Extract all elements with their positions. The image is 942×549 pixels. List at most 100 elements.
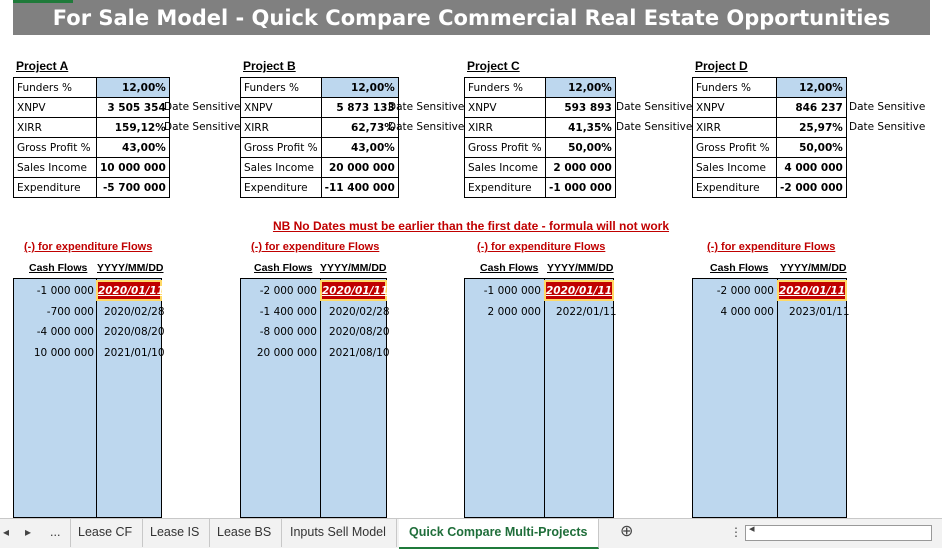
gross-profit-label[interactable]: Gross Profit % <box>692 137 777 158</box>
gross-profit-label[interactable]: Gross Profit % <box>240 137 322 158</box>
tab-lease-cf[interactable]: Lease CF <box>68 519 144 547</box>
date-cell[interactable]: 2020/02/28 <box>329 306 390 318</box>
tab-quick-compare[interactable]: Quick Compare Multi-Projects <box>399 519 599 549</box>
expenditure-value[interactable]: -5 700 000 <box>96 177 170 198</box>
cashflow-cell[interactable]: -2 000 000 <box>259 285 317 297</box>
expenditure-label[interactable]: Expenditure <box>692 177 777 198</box>
add-sheet-icon[interactable]: ⊕ <box>620 523 634 540</box>
expenditure-value[interactable]: -11 400 000 <box>320 177 399 198</box>
date-cell[interactable]: 2020/08/20 <box>104 326 165 338</box>
cashflow-cell[interactable]: -700 000 <box>46 306 94 318</box>
gross-profit-value[interactable]: 43,00% <box>96 137 170 158</box>
expenditure-value[interactable]: -2 000 000 <box>776 177 847 198</box>
funders-label[interactable]: Funders % <box>464 77 546 98</box>
xnpv-label[interactable]: XNPV <box>692 97 777 118</box>
horizontal-scrollbar[interactable]: ◂ <box>745 523 932 541</box>
funders-value[interactable]: 12,00% <box>320 77 399 98</box>
sales-income-label[interactable]: Sales Income <box>464 157 546 178</box>
cashflow-cell[interactable]: -4 000 000 <box>36 326 94 338</box>
xirr-value[interactable]: 25,97% <box>776 117 847 138</box>
funders-value[interactable]: 12,00% <box>776 77 847 98</box>
funders-label[interactable]: Funders % <box>692 77 777 98</box>
project-c-date-column[interactable] <box>544 278 614 518</box>
date-sensitive-note: Date Sensitive <box>388 121 465 133</box>
date-cell[interactable]: 2023/01/11 <box>789 306 850 318</box>
tab-more[interactable]: ... <box>40 519 72 547</box>
project-d-date-column[interactable] <box>777 278 847 518</box>
date-header: YYYY/MM/DD <box>320 262 387 274</box>
date-cell[interactable]: 2022/01/11 <box>556 306 617 318</box>
sales-income-value[interactable]: 4 000 000 <box>776 157 847 178</box>
cashflow-cell[interactable]: -1 000 000 <box>483 285 541 297</box>
gross-profit-label[interactable]: Gross Profit % <box>13 137 97 158</box>
gross-profit-value[interactable]: 50,00% <box>545 137 616 158</box>
xirr-value[interactable]: 41,35% <box>545 117 616 138</box>
scroll-left-icon[interactable]: ◂ <box>749 523 755 535</box>
xnpv-value[interactable]: 846 237 <box>776 97 847 118</box>
gross-profit-value[interactable]: 43,00% <box>320 137 399 158</box>
first-date-cell[interactable]: 2020/01/11 <box>320 280 388 301</box>
xirr-value[interactable]: 62,73% <box>320 117 399 138</box>
prev-sheet-icon[interactable]: ◂ <box>3 525 10 539</box>
cashflow-cell[interactable]: -2 000 000 <box>716 285 774 297</box>
options-icon[interactable]: ⋮ <box>730 525 742 539</box>
project-c-summary: Funders % 12,00% XNPV 593 893 XIRR 41,35… <box>464 77 616 198</box>
project-a-date-column[interactable] <box>96 278 162 518</box>
cash-flows-header: Cash Flows <box>29 262 88 274</box>
project-d-cashflow-column[interactable] <box>692 278 778 518</box>
date-cell[interactable]: 2021/08/10 <box>329 347 390 359</box>
project-a-cashflow-column[interactable] <box>13 278 97 518</box>
project-d-summary: Funders % 12,00% XNPV 846 237 XIRR 25,97… <box>692 77 847 198</box>
expenditure-label[interactable]: Expenditure <box>464 177 546 198</box>
date-cell[interactable]: 2020/02/28 <box>104 306 165 318</box>
xnpv-label[interactable]: XNPV <box>13 97 97 118</box>
expenditure-label[interactable]: Expenditure <box>13 177 97 198</box>
sales-income-value[interactable]: 20 000 000 <box>320 157 399 178</box>
cashflow-cell[interactable]: -1 400 000 <box>259 306 317 318</box>
cashflow-cell[interactable]: 20 000 000 <box>256 347 317 359</box>
sales-income-label[interactable]: Sales Income <box>240 157 322 178</box>
xirr-label[interactable]: XIRR <box>240 117 322 138</box>
xnpv-label[interactable]: XNPV <box>464 97 546 118</box>
first-date-cell[interactable]: 2020/01/11 <box>777 280 847 301</box>
xnpv-label[interactable]: XNPV <box>240 97 322 118</box>
cashflow-cell[interactable]: 4 000 000 <box>720 306 774 318</box>
funders-value[interactable]: 12,00% <box>545 77 616 98</box>
date-cell[interactable]: 2020/08/20 <box>329 326 390 338</box>
sales-income-label[interactable]: Sales Income <box>13 157 97 178</box>
tab-lease-bs[interactable]: Lease BS <box>207 519 283 547</box>
xirr-value[interactable]: 159,12% <box>96 117 170 138</box>
gross-profit-label[interactable]: Gross Profit % <box>464 137 546 158</box>
sales-income-value[interactable]: 10 000 000 <box>96 157 170 178</box>
sales-income-value[interactable]: 2 000 000 <box>545 157 616 178</box>
xirr-label[interactable]: XIRR <box>692 117 777 138</box>
tab-lease-is[interactable]: Lease IS <box>140 519 211 547</box>
expenditure-value[interactable]: -1 000 000 <box>545 177 616 198</box>
funders-label[interactable]: Funders % <box>13 77 97 98</box>
cashflow-cell[interactable]: 2 000 000 <box>487 306 541 318</box>
xnpv-value[interactable]: 593 893 <box>545 97 616 118</box>
cashflow-cell[interactable]: -1 000 000 <box>36 285 94 297</box>
date-sensitive-note: Date Sensitive <box>616 121 693 133</box>
xirr-label[interactable]: XIRR <box>13 117 97 138</box>
xnpv-value[interactable]: 5 873 133 <box>320 97 399 118</box>
date-cell[interactable]: 2021/01/10 <box>104 347 165 359</box>
cashflow-cell[interactable]: -8 000 000 <box>259 326 317 338</box>
funders-value[interactable]: 12,00% <box>96 77 170 98</box>
tab-inputs-sell-model[interactable]: Inputs Sell Model <box>280 519 397 547</box>
first-date-cell[interactable]: 2020/01/11 <box>544 280 614 301</box>
gross-profit-value[interactable]: 50,00% <box>776 137 847 158</box>
sheet-title: For Sale Model - Quick Compare Commercia… <box>52 6 891 30</box>
sales-income-label[interactable]: Sales Income <box>692 157 777 178</box>
project-b-date-column[interactable] <box>320 278 387 518</box>
xnpv-value[interactable]: 3 505 354 <box>96 97 170 118</box>
xirr-label[interactable]: XIRR <box>464 117 546 138</box>
funders-label[interactable]: Funders % <box>240 77 322 98</box>
next-sheet-icon[interactable]: ▸ <box>25 525 32 539</box>
cash-flows-header: Cash Flows <box>254 262 313 274</box>
expenditure-label[interactable]: Expenditure <box>240 177 322 198</box>
first-date-cell[interactable]: 2020/01/11 <box>96 280 164 301</box>
date-header: YYYY/MM/DD <box>780 262 847 274</box>
cashflow-cell[interactable]: 10 000 000 <box>33 347 94 359</box>
project-c-cashflow-column[interactable] <box>464 278 545 518</box>
